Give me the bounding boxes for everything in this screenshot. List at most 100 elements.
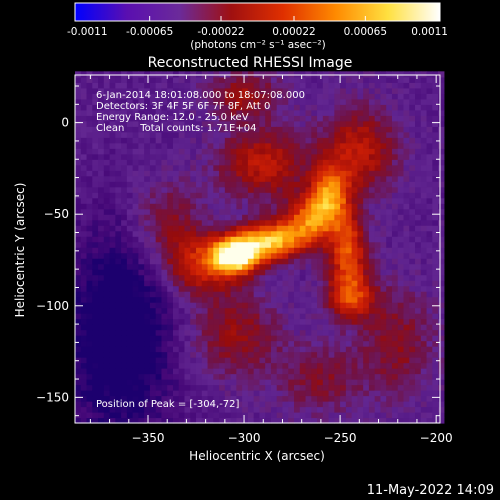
heatmap-cell bbox=[172, 263, 180, 270]
heatmap-cell bbox=[328, 181, 335, 188]
heatmap-cell bbox=[115, 296, 122, 303]
heatmap-cell bbox=[438, 186, 445, 193]
heatmap-cell bbox=[213, 357, 220, 364]
heatmap-cell bbox=[426, 258, 433, 265]
heatmap-cell bbox=[374, 192, 382, 199]
heatmap-cell bbox=[357, 406, 364, 413]
heatmap-cell bbox=[299, 153, 307, 160]
heatmap-cell bbox=[415, 175, 422, 182]
heatmap-cell bbox=[161, 87, 168, 94]
heatmap-cell bbox=[167, 192, 174, 199]
heatmap-cell bbox=[207, 109, 214, 116]
heatmap-cell bbox=[196, 351, 203, 358]
heatmap-cell bbox=[247, 252, 255, 259]
heatmap-cell bbox=[403, 318, 410, 325]
heatmap-cell bbox=[276, 329, 284, 336]
heatmap-cell bbox=[299, 186, 307, 193]
heatmap-cell bbox=[247, 164, 255, 171]
heatmap-cell bbox=[334, 208, 341, 215]
heatmap-cell bbox=[415, 406, 422, 413]
heatmap-cell bbox=[219, 346, 226, 353]
heatmap-cell bbox=[172, 148, 180, 155]
heatmap-cell bbox=[86, 406, 93, 413]
heatmap-cell bbox=[213, 197, 220, 204]
heatmap-cell bbox=[368, 126, 376, 133]
heatmap-cell bbox=[121, 280, 128, 287]
heatmap-cell bbox=[380, 98, 387, 105]
heatmap-cell bbox=[432, 192, 439, 199]
heatmap-cell bbox=[92, 291, 99, 298]
heatmap-cell bbox=[357, 307, 364, 314]
heatmap-cell bbox=[363, 247, 370, 254]
colorbar-tick-label: 0.0011 bbox=[411, 26, 448, 38]
heatmap-cell bbox=[259, 252, 266, 259]
heatmap-cell bbox=[75, 93, 82, 100]
heatmap-cell bbox=[230, 203, 237, 210]
heatmap-cell bbox=[288, 296, 295, 303]
heatmap-cell bbox=[294, 357, 301, 364]
heatmap-cell bbox=[121, 395, 128, 402]
heatmap-cell bbox=[253, 208, 261, 215]
heatmap-cell bbox=[115, 390, 122, 397]
heatmap-cell bbox=[282, 71, 289, 78]
heatmap-cell bbox=[247, 197, 255, 204]
heatmap-cell bbox=[311, 164, 318, 171]
heatmap-cell bbox=[282, 126, 289, 133]
heatmap-cell bbox=[351, 82, 358, 89]
heatmap-cell bbox=[172, 307, 180, 314]
heatmap-cell bbox=[317, 417, 324, 424]
heatmap-cell bbox=[103, 335, 111, 342]
heatmap-cell bbox=[288, 142, 295, 149]
heatmap-cell bbox=[363, 120, 370, 127]
heatmap-cell bbox=[184, 203, 191, 210]
heatmap-cell bbox=[259, 148, 266, 155]
heatmap-cell bbox=[219, 137, 226, 144]
heatmap-cell bbox=[196, 362, 203, 369]
heatmap-cell bbox=[178, 230, 186, 237]
heatmap-cell bbox=[155, 236, 163, 243]
heatmap-cell bbox=[311, 307, 318, 314]
heatmap-cell bbox=[190, 252, 197, 259]
heatmap-cell bbox=[219, 236, 226, 243]
heatmap-cell bbox=[317, 362, 324, 369]
heatmap-cell bbox=[305, 362, 312, 369]
heatmap-cell bbox=[438, 203, 445, 210]
heatmap-cell bbox=[317, 368, 324, 375]
heatmap-cell bbox=[328, 192, 335, 199]
heatmap-cell bbox=[276, 351, 284, 358]
heatmap-cell bbox=[438, 329, 445, 336]
heatmap-cell bbox=[98, 313, 105, 320]
heatmap-cell bbox=[374, 390, 382, 397]
heatmap-cell bbox=[403, 170, 410, 177]
heatmap-cell bbox=[201, 362, 209, 369]
heatmap-cell bbox=[357, 318, 364, 325]
heatmap-cell bbox=[121, 307, 128, 314]
heatmap-cell bbox=[317, 329, 324, 336]
heatmap-cell bbox=[144, 340, 151, 347]
heatmap-cell bbox=[75, 280, 82, 287]
heatmap-cell bbox=[288, 164, 295, 171]
heatmap-cell bbox=[334, 247, 341, 254]
heatmap-cell bbox=[161, 313, 168, 320]
heatmap-cell bbox=[311, 236, 318, 243]
heatmap-cell bbox=[207, 274, 214, 281]
heatmap-cell bbox=[75, 236, 82, 243]
heatmap-cell bbox=[299, 346, 307, 353]
heatmap-cell bbox=[172, 252, 180, 259]
heatmap-cell bbox=[270, 214, 278, 221]
heatmap-cell bbox=[322, 214, 330, 221]
heatmap-cell bbox=[432, 324, 439, 331]
heatmap-cell bbox=[317, 120, 324, 127]
heatmap-cell bbox=[265, 362, 272, 369]
heatmap-cell bbox=[172, 362, 180, 369]
heatmap-cell bbox=[247, 126, 255, 133]
heatmap-cell bbox=[340, 285, 347, 292]
heatmap-cell bbox=[103, 153, 111, 160]
heatmap-cell bbox=[207, 280, 214, 287]
heatmap-cell bbox=[276, 291, 284, 298]
heatmap-cell bbox=[391, 137, 399, 144]
heatmap-cell bbox=[363, 225, 370, 232]
heatmap-cell bbox=[265, 368, 272, 375]
heatmap-cell bbox=[109, 395, 116, 402]
heatmap-cell bbox=[363, 109, 370, 116]
